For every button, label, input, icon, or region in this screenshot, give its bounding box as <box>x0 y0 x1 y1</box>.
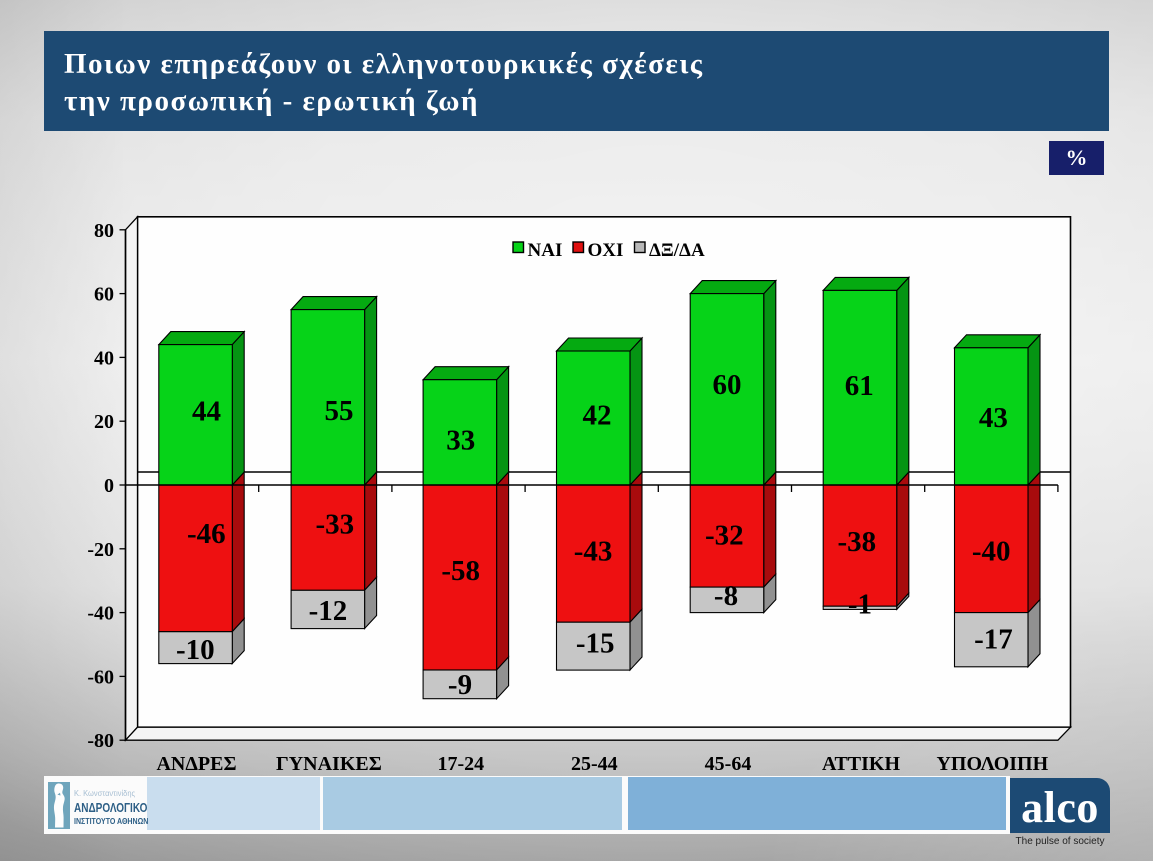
svg-text:-20: -20 <box>87 539 114 561</box>
svg-text:17-24: 17-24 <box>437 753 484 775</box>
svg-text:-60: -60 <box>87 666 114 688</box>
svg-text:-58: -58 <box>441 555 480 587</box>
svg-text:-40: -40 <box>972 536 1011 568</box>
svg-text:-15: -15 <box>576 628 615 660</box>
svg-text:33: 33 <box>446 425 475 457</box>
svg-text:44: 44 <box>192 396 221 428</box>
svg-text:-40: -40 <box>87 603 114 625</box>
svg-text:-33: -33 <box>315 508 354 540</box>
svg-text:0: 0 <box>104 475 114 497</box>
svg-text:25-44: 25-44 <box>571 753 618 775</box>
svg-text:45-64: 45-64 <box>705 753 752 775</box>
svg-text:40: 40 <box>94 347 114 369</box>
svg-text:55: 55 <box>325 395 354 427</box>
svg-text:-10: -10 <box>176 634 215 666</box>
svg-text:ΔΞ/ΔΑ: ΔΞ/ΔΑ <box>649 240 705 261</box>
svg-text:-1: -1 <box>848 589 872 621</box>
svg-text:80: 80 <box>94 220 114 242</box>
svg-text:-80: -80 <box>87 730 114 752</box>
svg-text:-38: -38 <box>837 526 876 558</box>
svg-text:ΓΥΝΑΙΚΕΣ: ΓΥΝΑΙΚΕΣ <box>276 753 382 775</box>
svg-text:ΝΑΙ: ΝΑΙ <box>528 240 563 261</box>
svg-text:60: 60 <box>94 284 114 306</box>
svg-text:ΥΠΟΛΟΙΠΗ: ΥΠΟΛΟΙΠΗ <box>936 753 1048 775</box>
svg-text:61: 61 <box>845 370 874 402</box>
svg-text:20: 20 <box>94 411 114 433</box>
svg-text:-43: -43 <box>574 536 613 568</box>
svg-text:-32: -32 <box>705 520 744 552</box>
svg-text:60: 60 <box>713 369 742 401</box>
svg-text:-9: -9 <box>448 669 472 701</box>
svg-text:43: 43 <box>979 402 1008 434</box>
svg-text:ΑΤΤΙΚΗ: ΑΤΤΙΚΗ <box>822 753 901 775</box>
svg-text:42: 42 <box>583 399 612 431</box>
svg-text:-46: -46 <box>187 518 226 550</box>
svg-text:ΑΝΔΡΕΣ: ΑΝΔΡΕΣ <box>156 753 236 775</box>
svg-text:-17: -17 <box>974 624 1013 656</box>
svg-text:-8: -8 <box>714 580 738 612</box>
svg-text:ΟΧΙ: ΟΧΙ <box>588 240 624 261</box>
svg-text:-12: -12 <box>309 595 348 627</box>
